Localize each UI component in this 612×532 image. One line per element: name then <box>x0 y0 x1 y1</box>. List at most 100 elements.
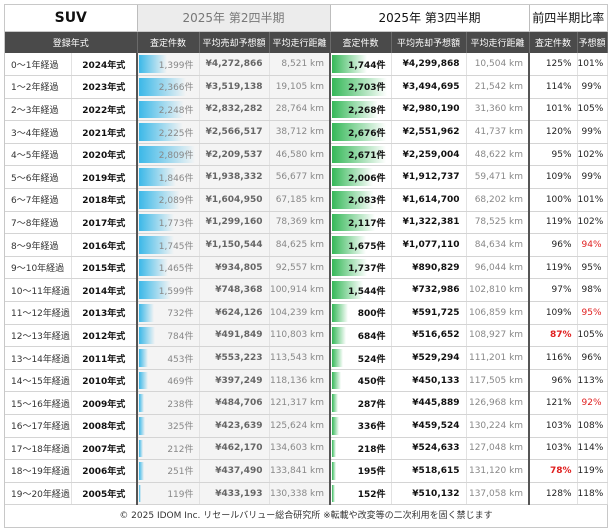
title-row: SUV 2025年 第2四半期 2025年 第3四半期 前四半期比率 <box>5 5 608 32</box>
suv-resale-table: SUV 2025年 第2四半期 2025年 第3四半期 前四半期比率 登録年式 … <box>5 5 608 506</box>
q3-count-bar <box>332 326 346 345</box>
elapsed-years: 14～15年経過 <box>5 369 72 393</box>
elapsed-years: 16～17年経過 <box>5 414 72 438</box>
q2-price: ¥3,519,138 <box>199 75 270 99</box>
q2-count-cell: 784件 <box>137 324 200 348</box>
q3-price: ¥524,633 <box>391 437 467 461</box>
ratio-count: 78% <box>529 459 578 483</box>
ratio-title: 前四半期比率 <box>529 5 608 32</box>
q2-count-bar <box>139 349 148 367</box>
model-year: 2007年式 <box>71 437 139 461</box>
ratio-count: 97% <box>529 278 578 303</box>
q3-count-cell: 2,671件 <box>330 143 392 167</box>
table-row: 8～9年経過 2016年式 1,745件 ¥1,150,544 84,625 km 1,6… <box>5 233 608 257</box>
q3-km: 96,044 km <box>466 256 531 280</box>
q3-count: 684件 <box>357 331 386 342</box>
q2-km: 110,803 km <box>269 324 332 348</box>
q3-count-bar <box>332 304 349 322</box>
q2-count-bar <box>139 394 144 412</box>
q3-count-cell: 2,117件 <box>330 211 392 235</box>
q2-count-bar <box>139 326 155 345</box>
q3-price: ¥1,077,110 <box>391 233 467 257</box>
q3-count: 524件 <box>357 354 386 365</box>
q2-count: 469件 <box>167 377 194 388</box>
q2-count-bar <box>139 258 169 277</box>
q3-count-bar <box>332 236 366 254</box>
q2-km: 113,543 km <box>269 346 332 370</box>
q2-price: ¥553,223 <box>199 346 270 370</box>
q3-price: ¥1,912,737 <box>391 165 467 190</box>
ratio-price: 99% <box>577 165 608 190</box>
table-row: 15～16年経過 2009年式 238件 ¥484,706 121,317 km 287件… <box>5 391 608 415</box>
ratio-count: 120% <box>529 120 578 144</box>
q3-price: ¥516,652 <box>391 324 467 348</box>
q2-price: ¥934,805 <box>199 256 270 280</box>
q3-count-bar <box>332 100 378 119</box>
q3-count-bar <box>332 349 343 367</box>
table-row: 11～12年経過 2013年式 732件 ¥624,126 104,239 km 800件… <box>5 301 608 325</box>
table-row: 6～7年経過 2018年式 2,089件 ¥1,604,950 67,185 km 2,0… <box>5 188 608 212</box>
q2-price: ¥1,299,160 <box>199 211 270 235</box>
q3-count-bar <box>332 145 387 164</box>
q2-price: ¥2,566,517 <box>199 120 270 144</box>
model-year: 2019年式 <box>71 165 139 190</box>
q3-km: 137,058 km <box>466 482 531 506</box>
model-year: 2016年式 <box>71 233 139 257</box>
q2-count-cell: 1,846件 <box>137 165 200 190</box>
model-year: 2005年式 <box>71 482 139 506</box>
ratio-count: 109% <box>529 301 578 325</box>
table-row: 19～20年経過 2005年式 119件 ¥433,193 130,338 km 152件… <box>5 482 608 506</box>
table-row: 18～19年経過 2006年式 251件 ¥437,490 133,841 km 195件… <box>5 459 608 483</box>
table-body: 0～1年経過 2024年式 1,399件 ¥4,272,866 8,521 km 1,74… <box>5 53 608 506</box>
q3-km: 31,360 km <box>466 98 531 122</box>
ratio-price: 99% <box>577 120 608 144</box>
q2-km: 134,603 km <box>269 437 332 461</box>
q3-price: ¥510,132 <box>391 482 467 506</box>
elapsed-years: 3～4年経過 <box>5 120 72 144</box>
q2-price: ¥491,849 <box>199 324 270 348</box>
model-year: 2020年式 <box>71 143 139 167</box>
col-q2-km: 平均走行距離 <box>269 31 331 53</box>
ratio-price: 102% <box>577 211 608 235</box>
q2-km: 84,625 km <box>269 233 332 257</box>
q3-price: ¥1,614,700 <box>391 188 467 212</box>
q3-km: 127,048 km <box>466 437 531 461</box>
model-year: 2018年式 <box>71 188 139 212</box>
ratio-price: 98% <box>577 278 608 303</box>
model-year: 2006年式 <box>71 459 139 483</box>
q3-price: ¥2,980,190 <box>391 98 467 122</box>
q2-km: 92,557 km <box>269 256 332 280</box>
q2-km: 67,185 km <box>269 188 332 212</box>
ratio-price: 119% <box>577 459 608 483</box>
elapsed-years: 11～12年経過 <box>5 301 72 325</box>
q3-km: 68,202 km <box>466 188 531 212</box>
q2-km: 19,105 km <box>269 75 332 99</box>
q3-price: ¥445,889 <box>391 391 467 415</box>
table-row: 3～4年経過 2021年式 2,225件 ¥2,566,517 38,712 km 2,6… <box>5 120 608 144</box>
q3-count: 1,544件 <box>348 286 386 297</box>
q3-km: 126,968 km <box>466 391 531 415</box>
table-row: 16～17年経過 2008年式 325件 ¥423,639 125,624 km 336件… <box>5 414 608 438</box>
elapsed-years: 15～16年経過 <box>5 391 72 415</box>
col-q3-km: 平均走行距離 <box>466 31 530 53</box>
q3-count-cell: 2,268件 <box>330 98 392 122</box>
q2-count: 1,599件 <box>158 286 194 297</box>
q2-count-cell: 2,089件 <box>137 188 200 212</box>
q3-count: 2,083件 <box>348 196 386 207</box>
q2-count: 119件 <box>167 490 194 501</box>
model-year: 2022年式 <box>71 98 139 122</box>
q2-km: 56,677 km <box>269 165 332 190</box>
table-row: 14～15年経過 2010年式 469件 ¥397,249 118,136 km 450件… <box>5 369 608 393</box>
q3-count: 1,744件 <box>348 60 386 71</box>
q3-km: 108,927 km <box>466 324 531 348</box>
elapsed-years: 19～20年経過 <box>5 482 72 506</box>
q2-count-cell: 212件 <box>137 437 200 461</box>
q3-count-cell: 152件 <box>330 482 392 506</box>
ratio-price: 114% <box>577 437 608 461</box>
q3-count-cell: 450件 <box>330 369 392 393</box>
elapsed-years: 12～13年経過 <box>5 324 72 348</box>
model-year: 2008年式 <box>71 414 139 438</box>
q2-count-cell: 732件 <box>137 301 200 325</box>
ratio-price: 105% <box>577 98 608 122</box>
model-year: 2017年式 <box>71 211 139 235</box>
